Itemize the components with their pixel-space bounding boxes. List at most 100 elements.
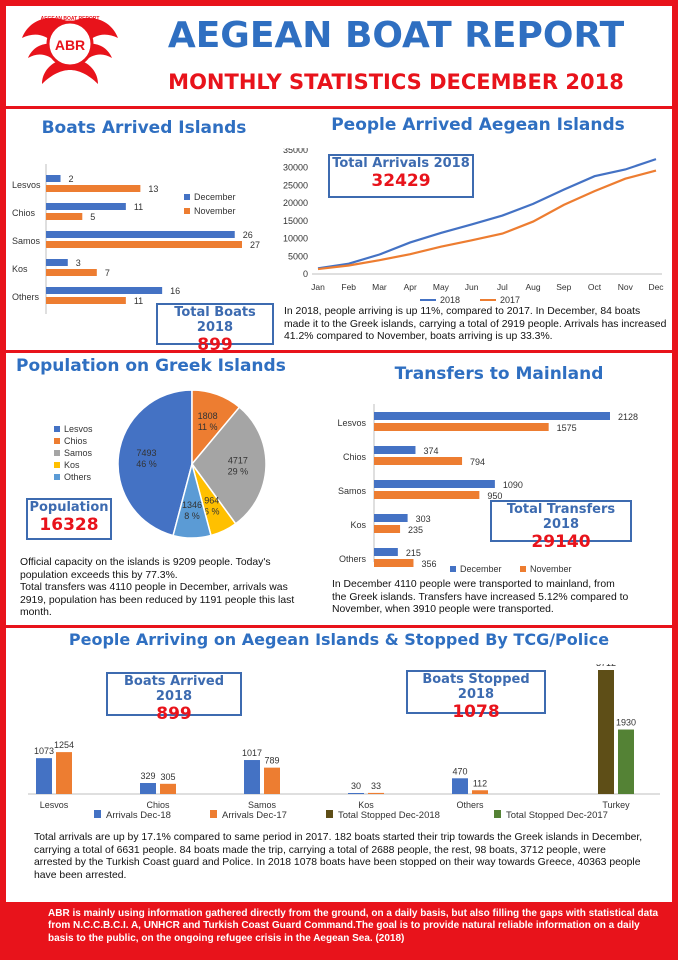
pie-pct-label: 8 %	[184, 511, 200, 521]
transfers-value-label: 1090	[503, 480, 523, 490]
pie-legend-label: Lesvos	[64, 424, 93, 434]
pie-value-label: 4717	[228, 455, 248, 465]
people-xtick-label: Feb	[341, 282, 356, 292]
transfers-value-label: 215	[406, 548, 421, 558]
logo-text: ABR	[55, 37, 85, 53]
stopped-category-label: Kos	[358, 800, 374, 810]
pie-legend-swatch	[54, 438, 60, 444]
stopped-value-label: 1073	[34, 746, 54, 756]
boats-category-label: Others	[12, 292, 40, 302]
abr-logo-icon: ABR AEGEAN BOAT REPORT	[22, 16, 118, 84]
stopped-value-label: 305	[160, 772, 175, 782]
stopped-bar	[140, 783, 156, 794]
pie-slice	[191, 406, 267, 525]
boats-category-label: Chios	[12, 208, 36, 218]
population-value: 16328	[39, 515, 99, 535]
boats-category-label: Samos	[12, 236, 41, 246]
boats-value-label: 13	[148, 184, 158, 194]
pie-pct-label: 11 %	[198, 422, 218, 432]
boats-stopped-2018-label: Boats Stopped 2018	[422, 672, 530, 702]
stopped-bar	[368, 792, 384, 794]
people-series-line	[317, 158, 657, 270]
stopped-bar	[618, 729, 634, 794]
total-arrivals-label: Total Arrivals 2018	[332, 156, 470, 171]
boats-value-label: 7	[105, 268, 110, 278]
people-section-title: People Arrived Aegean Islands	[331, 115, 625, 135]
stopped-value-label: 329	[140, 771, 155, 781]
pie-legend-label: Chios	[64, 436, 88, 446]
boats-value-label: 5	[90, 212, 95, 222]
boats-category-label: Lesvos	[12, 180, 41, 190]
boats-bar	[46, 241, 242, 248]
stopped-bar	[56, 752, 72, 794]
boats-value-label: 27	[250, 240, 260, 250]
boats-bar	[46, 175, 61, 182]
stopped-bar	[452, 778, 468, 794]
pie-pct-label: 29 %	[228, 466, 249, 476]
total-arrivals-box: Total Arrivals 2018 32429	[328, 154, 474, 198]
transfers-bar	[374, 548, 398, 556]
pie-legend-swatch	[54, 450, 60, 456]
transfers-bar	[374, 514, 408, 522]
pie-legend-label: Kos	[64, 460, 80, 470]
pie-value-label: 1346	[182, 500, 202, 510]
boats-value-label: 26	[243, 230, 253, 240]
total-transfers-label: Total Transfers 2018	[506, 502, 616, 532]
stopped-category-label: Chios	[146, 800, 170, 810]
people-xtick-label: Apr	[404, 282, 417, 292]
total-transfers-value: 29140	[531, 532, 591, 552]
stopped-bar	[244, 760, 260, 794]
boats-value-label: 2	[69, 174, 74, 184]
stopped-text: Total arrivals are up by 17.1% compared …	[34, 832, 643, 881]
transfers-legend-swatch	[450, 566, 456, 572]
people-xtick-label: Jun	[465, 282, 479, 292]
boats-stopped-2018-box: Boats Stopped 2018 1078	[406, 670, 546, 722]
transfers-value-label: 1575	[557, 423, 577, 433]
population-box: Population 16328	[26, 498, 112, 540]
population-text-1: Official capacity on the islands is 9209…	[20, 557, 271, 581]
transfers-category-label: Others	[339, 554, 367, 564]
stopped-legend-label: Arrivals Dec-17	[222, 810, 287, 821]
people-ytick-label: 5000	[288, 251, 308, 261]
pie-legend-swatch	[54, 426, 60, 432]
stopped-legend-swatch	[494, 810, 501, 818]
people-ytick-label: 25000	[283, 180, 308, 190]
stopped-value-label: 30	[351, 781, 361, 791]
transfers-value-label: 235	[408, 525, 423, 535]
transfers-value-label: 794	[470, 457, 485, 467]
stopped-bar	[348, 792, 364, 794]
people-ytick-label: 35000	[283, 148, 308, 155]
people-xtick-label: Oct	[588, 282, 602, 292]
boats-bar	[46, 269, 97, 276]
pie-value-label: 1808	[198, 411, 218, 421]
boats-legend-swatch	[184, 208, 190, 214]
boats-arrived-2018-label: Boats Arrived 2018	[123, 674, 225, 704]
pie-legend-swatch	[54, 462, 60, 468]
people-xtick-label: Sep	[556, 282, 571, 292]
pie-slice	[117, 389, 193, 537]
boats-legend-label: December	[194, 192, 236, 202]
boats-arrived-2018-value: 899	[156, 704, 192, 724]
pie-slice	[172, 461, 212, 539]
stopped-bar	[472, 790, 488, 794]
stopped-legend-swatch	[326, 810, 333, 818]
boats-bar	[46, 297, 126, 304]
people-ytick-label: 30000	[283, 163, 308, 173]
transfers-bar	[374, 491, 480, 499]
people-ytick-label: 0	[303, 269, 308, 279]
stopped-category-label: Lesvos	[40, 800, 69, 810]
transfers-value-label: 374	[423, 446, 438, 456]
stopped-legend-swatch	[210, 810, 217, 818]
boats-bar	[46, 259, 68, 266]
people-series-line	[317, 169, 657, 271]
total-boats-box: Total Boats 2018 899	[156, 303, 274, 355]
divider-2	[6, 625, 672, 628]
transfers-category-label: Samos	[338, 486, 367, 496]
stopped-value-label: 112	[473, 778, 487, 788]
stopped-bar	[264, 767, 280, 794]
transfers-bar	[374, 412, 610, 420]
stopped-legend-swatch	[94, 810, 101, 818]
people-xtick-label: Mar	[372, 282, 387, 292]
population-label: Population	[29, 500, 109, 515]
